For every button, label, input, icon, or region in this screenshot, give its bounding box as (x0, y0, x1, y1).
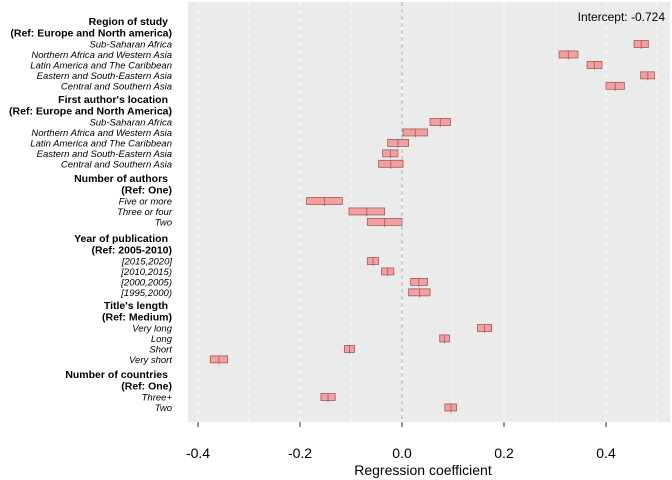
intercept-label: Intercept: -0.724 (578, 10, 666, 24)
x-tick-label: -0.4 (186, 445, 210, 461)
group-reference: (Ref: One) (121, 185, 172, 197)
level-label: Eastern and South-Eastern Asia (37, 71, 172, 82)
plot-panel (188, 2, 670, 422)
y-axis-labels: Region of study(Ref: Europe and North am… (9, 16, 173, 414)
group-reference: (Ref: Europe and North America) (9, 106, 172, 118)
level-label: Very short (129, 355, 172, 366)
group-title: Number of authors (74, 173, 168, 185)
group-reference: (Ref: 2005-2010) (91, 245, 172, 257)
group-title: Title's length (104, 300, 168, 312)
level-label: [2000,2005) (120, 277, 172, 288)
level-label: Central and Southern Asia (61, 159, 172, 170)
x-axis-title: Regression coefficient (354, 462, 492, 478)
level-label: Eastern and South-Eastern Asia (37, 149, 172, 160)
level-label: [2015,2020] (121, 257, 173, 268)
level-label: Central and Southern Asia (61, 81, 172, 92)
group-title: First author's location (58, 94, 168, 106)
level-label: Two (155, 217, 172, 228)
level-label: [1995,2000) (120, 288, 172, 299)
group-reference: (Ref: Medium) (102, 312, 172, 324)
level-label: Sub-Saharan Africa (89, 40, 172, 51)
level-label: Two (155, 403, 172, 414)
level-label: Sub-Saharan Africa (89, 118, 172, 129)
level-label: Latin America and The Caribbean (30, 138, 172, 149)
level-label: Very long (132, 324, 172, 335)
group-reference: (Ref: One) (121, 381, 172, 393)
x-tick-label: 0.0 (392, 445, 412, 461)
level-label: Three or four (117, 207, 173, 218)
x-tick-label: 0.4 (596, 445, 616, 461)
level-label: Three+ (142, 393, 173, 404)
x-tick-label: 0.2 (494, 445, 514, 461)
level-label: Northern Africa and Western Asia (31, 50, 172, 61)
level-label: Latin America and The Caribbean (30, 60, 172, 71)
level-label: [2010,2015) (120, 267, 172, 278)
estimate-boxes (209, 40, 655, 413)
level-label: Short (149, 344, 172, 355)
level-label: Long (151, 334, 173, 345)
level-label: Northern Africa and Western Asia (31, 128, 172, 139)
group-title: Number of countries (65, 369, 168, 381)
group-reference: (Ref: Europe and North america) (10, 28, 172, 40)
group-title: Region of study (89, 16, 168, 28)
x-axis: -0.4 -0.2 0.0 0.2 0.4 (186, 422, 616, 461)
level-label: Five or more (119, 197, 172, 208)
group-title: Year of publication (74, 233, 168, 245)
x-tick-label: -0.2 (288, 445, 312, 461)
